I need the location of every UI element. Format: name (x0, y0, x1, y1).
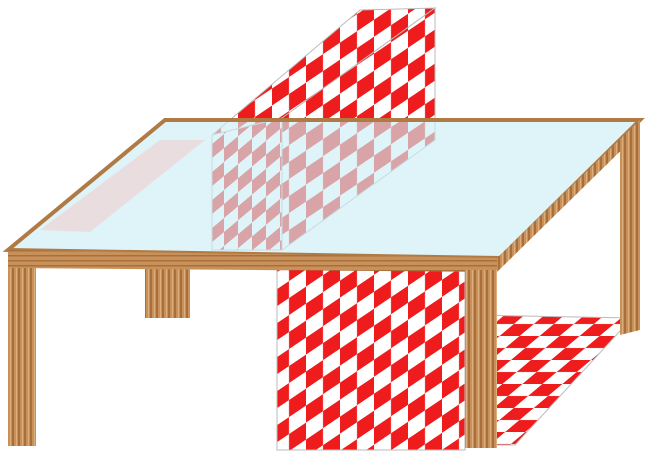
front-right-leg (465, 270, 497, 448)
back-left-leg (145, 268, 190, 318)
back-right-leg (620, 125, 640, 335)
checker-wall (276, 267, 466, 451)
front-left-leg (8, 268, 36, 446)
reflection (40, 140, 205, 232)
front-edge (8, 250, 497, 272)
side-edge (497, 120, 640, 272)
